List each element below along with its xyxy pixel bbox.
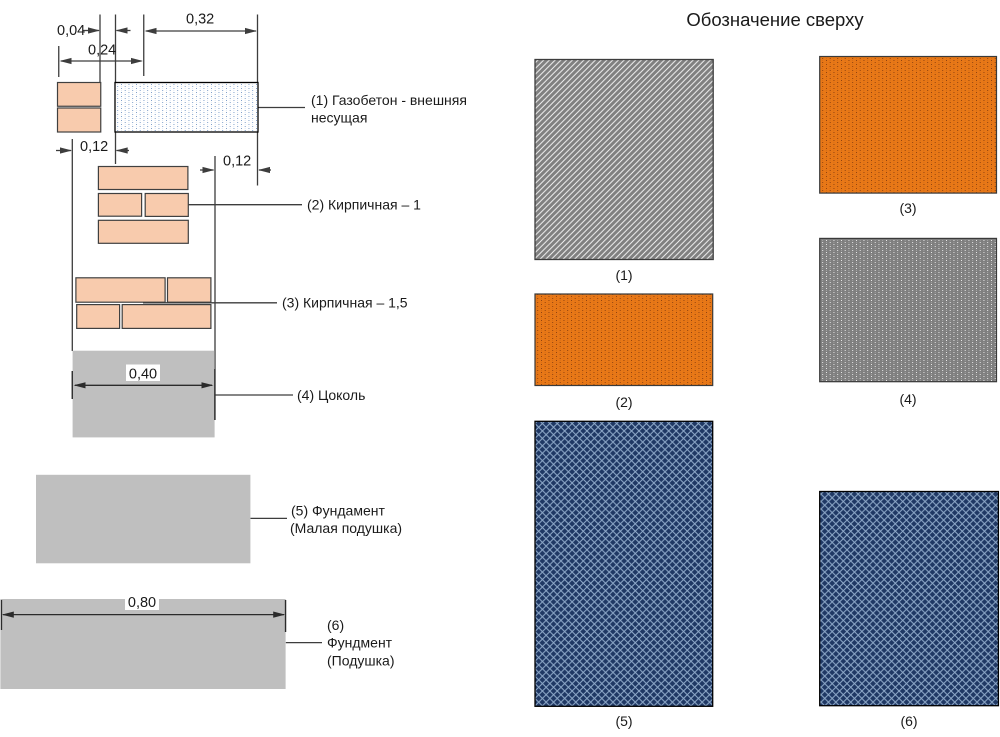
svg-text:0,40: 0,40 bbox=[129, 367, 157, 383]
svg-text:(4): (4) bbox=[899, 391, 916, 407]
svg-text:(4) Цоколь: (4) Цоколь bbox=[297, 387, 365, 403]
svg-text:(3): (3) bbox=[899, 200, 916, 216]
svg-text:(6): (6) bbox=[327, 617, 344, 633]
svg-text:Обозначение сверху: Обозначение сверху bbox=[686, 9, 864, 30]
svg-text:0,12: 0,12 bbox=[80, 139, 108, 155]
svg-text:0,12: 0,12 bbox=[223, 154, 251, 170]
svg-text:(1): (1) bbox=[615, 267, 632, 283]
svg-text:0,04: 0,04 bbox=[57, 23, 85, 39]
svg-text:0,80: 0,80 bbox=[128, 595, 156, 611]
svg-text:0,32: 0,32 bbox=[186, 12, 214, 28]
svg-text:(5) Фундамент: (5) Фундамент bbox=[291, 503, 385, 519]
svg-text:(2) Кирпичная – 1: (2) Кирпичная – 1 bbox=[307, 197, 421, 213]
svg-text:0,24: 0,24 bbox=[88, 43, 116, 59]
svg-text:Фундмент: Фундмент bbox=[327, 635, 393, 651]
svg-text:(Малая подушка): (Малая подушка) bbox=[290, 520, 402, 536]
svg-text:(3) Кирпичная – 1,5: (3) Кирпичная – 1,5 bbox=[282, 295, 408, 311]
svg-text:(Подушка): (Подушка) bbox=[327, 653, 394, 669]
svg-text:(2): (2) bbox=[615, 394, 632, 410]
svg-text:(1) Газобетон - внешняя: (1) Газобетон - внешняя bbox=[311, 92, 467, 108]
svg-text:(6): (6) bbox=[900, 713, 917, 729]
svg-text:несущая: несущая bbox=[311, 110, 367, 126]
svg-text:(5): (5) bbox=[615, 713, 632, 729]
